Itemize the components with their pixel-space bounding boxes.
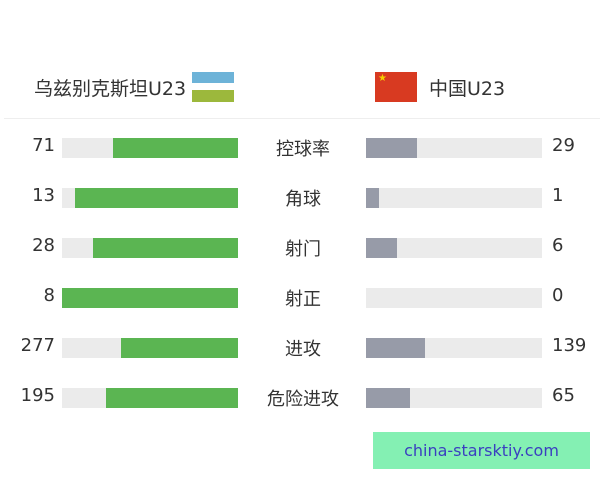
- uzbekistan-flag-icon: [192, 72, 235, 102]
- away-team-name: 中国U23: [429, 77, 506, 100]
- away-bar-track: [366, 388, 542, 408]
- home-bar-fill: [106, 388, 238, 408]
- divider: [4, 118, 600, 119]
- stat-label: 进攻: [285, 339, 321, 360]
- away-bar-track: [366, 188, 542, 208]
- home-bar-track: [62, 388, 238, 408]
- home-bar-track: [62, 338, 238, 358]
- away-value: 1: [552, 185, 564, 206]
- home-bar-track: [62, 288, 238, 308]
- home-team-name: 乌兹别克斯坦U23: [34, 77, 187, 100]
- away-value: 139: [552, 335, 587, 356]
- watermark: china-starsktiy.com: [373, 432, 590, 469]
- away-team: 中国U23: [375, 72, 505, 102]
- away-bar-track: [366, 138, 542, 158]
- stat-label: 危险进攻: [267, 389, 339, 410]
- stat-row: 28 射门 6: [0, 235, 600, 260]
- away-bar-fill: [366, 338, 425, 358]
- home-value: 28: [32, 235, 55, 256]
- stat-row: 13 角球 1: [0, 185, 600, 210]
- away-bar-fill: [366, 388, 410, 408]
- away-value: 29: [552, 135, 575, 156]
- stat-label: 射门: [285, 239, 321, 260]
- home-value: 71: [32, 135, 55, 156]
- stat-row: 195 危险进攻 65: [0, 385, 600, 410]
- stat-row: 277 进攻 139: [0, 335, 600, 360]
- stat-label: 射正: [285, 289, 321, 310]
- away-value: 65: [552, 385, 575, 406]
- home-bar-track: [62, 238, 238, 258]
- home-bar-track: [62, 188, 238, 208]
- stat-label: 角球: [285, 189, 321, 210]
- home-team: 乌兹别克斯坦U23: [34, 72, 235, 102]
- home-value: 13: [32, 185, 55, 206]
- away-bar-track: [366, 288, 542, 308]
- home-bar-fill: [113, 138, 238, 158]
- home-value: 195: [20, 385, 55, 406]
- away-bar-fill: [366, 188, 379, 208]
- china-flag-icon: [375, 72, 417, 102]
- home-bar-fill: [62, 288, 238, 308]
- away-bar-track: [366, 238, 542, 258]
- away-bar-fill: [366, 238, 398, 258]
- home-bar-fill: [74, 188, 238, 208]
- stat-label: 控球率: [276, 139, 330, 160]
- away-value: 6: [552, 235, 564, 256]
- home-bar-track: [62, 138, 238, 158]
- stat-row: 8 射正 0: [0, 285, 600, 310]
- away-bar-track: [366, 338, 542, 358]
- home-bar-fill: [93, 238, 238, 258]
- home-bar-fill: [120, 338, 238, 358]
- home-value: 277: [20, 335, 55, 356]
- home-value: 8: [43, 285, 55, 306]
- stat-row: 71 控球率 29: [0, 135, 600, 160]
- away-value: 0: [552, 285, 564, 306]
- away-bar-fill: [366, 138, 418, 158]
